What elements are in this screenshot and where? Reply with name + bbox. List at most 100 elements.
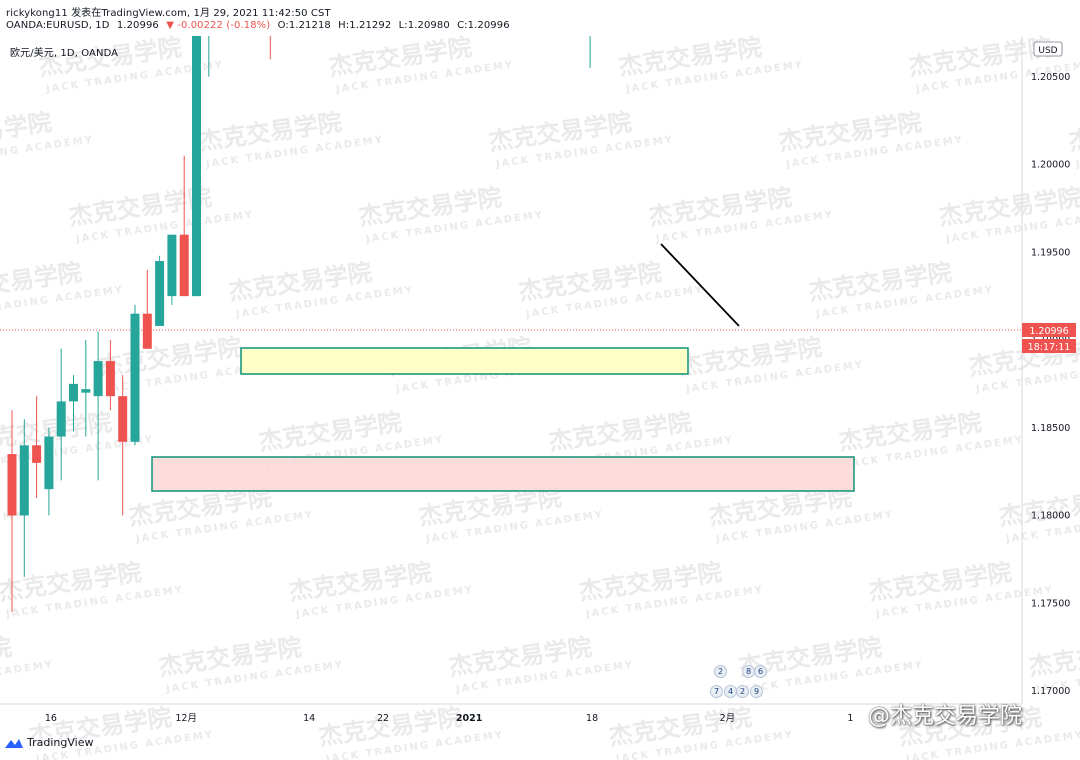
candle-body	[142, 313, 152, 349]
demand-zone	[151, 456, 855, 492]
candle-body	[19, 445, 29, 516]
trendline[interactable]	[660, 243, 740, 327]
x-tick-label: 1	[847, 713, 853, 724]
watermark-cn: 杰克交易学院	[997, 483, 1080, 531]
candle-body	[155, 261, 165, 326]
x-tick-label: 14	[303, 713, 315, 724]
candle[interactable]	[684, 0, 693, 7]
y-tick-label: 1.18500	[1031, 423, 1070, 434]
event-marker[interactable]: 2	[736, 685, 749, 698]
time-axis[interactable]: 16 12月 14 22 2021 18 2月 1	[0, 703, 1022, 724]
candle-body	[573, 0, 582, 24]
current-price-tag	[1022, 323, 1076, 337]
candle[interactable]	[155, 255, 165, 326]
candle[interactable]	[7, 410, 17, 613]
candle-body	[192, 36, 201, 297]
candle[interactable]	[192, 24, 201, 297]
credit-watermark: @杰克交易学院	[868, 704, 1023, 729]
x-tick-label: 2021	[456, 713, 482, 724]
candle-body	[69, 383, 78, 402]
candle-body	[81, 389, 91, 393]
ohlc-low: L:1.20980	[398, 20, 450, 31]
y-tick-label: 1.20500	[1031, 72, 1070, 83]
last-price: 1.20996	[116, 20, 159, 31]
symbol-line: OANDA:EURUSD, 1D 1.20996 ▼ -0.00222 (-0.…	[6, 20, 510, 31]
countdown-text: 18:17:11	[1028, 342, 1071, 353]
x-tick-label: 16	[45, 713, 57, 724]
tradingview-logo-icon	[5, 738, 23, 748]
x-tick-label: 2月	[720, 713, 736, 724]
currency-label	[1033, 41, 1063, 57]
ohlc-close: C:1.20996	[457, 20, 510, 31]
candle[interactable]	[56, 348, 66, 481]
event-marker[interactable]: 9	[750, 685, 763, 698]
series-title: 欧元/美元, 1D, OANDA	[10, 48, 119, 59]
event-marker[interactable]: 7	[710, 685, 723, 698]
candle[interactable]	[69, 375, 78, 432]
candle-body	[586, 24, 595, 25]
candle-body	[56, 401, 66, 437]
countdown-tag	[1022, 339, 1076, 353]
currency-text: USD	[1038, 46, 1057, 56]
x-tick-label: 12月	[175, 713, 197, 724]
x-tick-label: 22	[377, 713, 389, 724]
tradingview-logo[interactable]: TradingView	[4, 736, 93, 749]
candle[interactable]	[586, 0, 595, 68]
watermark-cn: 杰克交易学院	[1067, 108, 1080, 156]
candle[interactable]	[81, 340, 91, 437]
ohlc-high: H:1.21292	[338, 20, 392, 31]
candle[interactable]	[204, 0, 213, 77]
candle-body	[598, 0, 607, 24]
candle-body	[167, 234, 177, 297]
candle[interactable]	[32, 396, 42, 498]
candle[interactable]	[167, 234, 177, 305]
candle[interactable]	[19, 418, 29, 577]
candle[interactable]	[105, 340, 115, 411]
x-tick-layer: 16 12月 14 22 2021 18 2月 1	[45, 713, 854, 724]
symbol[interactable]: OANDA:EURUSD, 1D	[6, 20, 110, 31]
zones-layer	[151, 347, 855, 492]
candle[interactable]	[266, 0, 275, 60]
event-marker[interactable]: 6	[754, 665, 767, 678]
candle[interactable]	[44, 427, 54, 516]
y-tick-label: 1.20000	[1031, 160, 1070, 171]
price-axis[interactable]: USD 1.170001.175001.180001.185001.190001…	[1021, 36, 1076, 704]
y-tick-label: 1.19500	[1031, 247, 1070, 258]
candle[interactable]	[598, 0, 607, 33]
candle[interactable]	[672, 0, 681, 28]
candle[interactable]	[118, 375, 128, 516]
ohlc-open: O:1.21218	[277, 20, 331, 31]
candle[interactable]	[142, 269, 152, 349]
candle[interactable]	[610, 0, 619, 15]
price-change: ▼ -0.00222 (-0.18%)	[166, 20, 271, 31]
candle[interactable]	[179, 155, 189, 297]
candle[interactable]	[573, 0, 582, 24]
y-tick-label: 1.18000	[1031, 511, 1070, 522]
event-marker[interactable]: 2	[714, 665, 727, 678]
candle-body	[93, 361, 103, 397]
y-tick-label: 1.17000	[1031, 686, 1070, 697]
candle[interactable]	[93, 331, 103, 481]
current-price-text: 1.20996	[1029, 326, 1068, 337]
candle[interactable]	[130, 304, 140, 446]
